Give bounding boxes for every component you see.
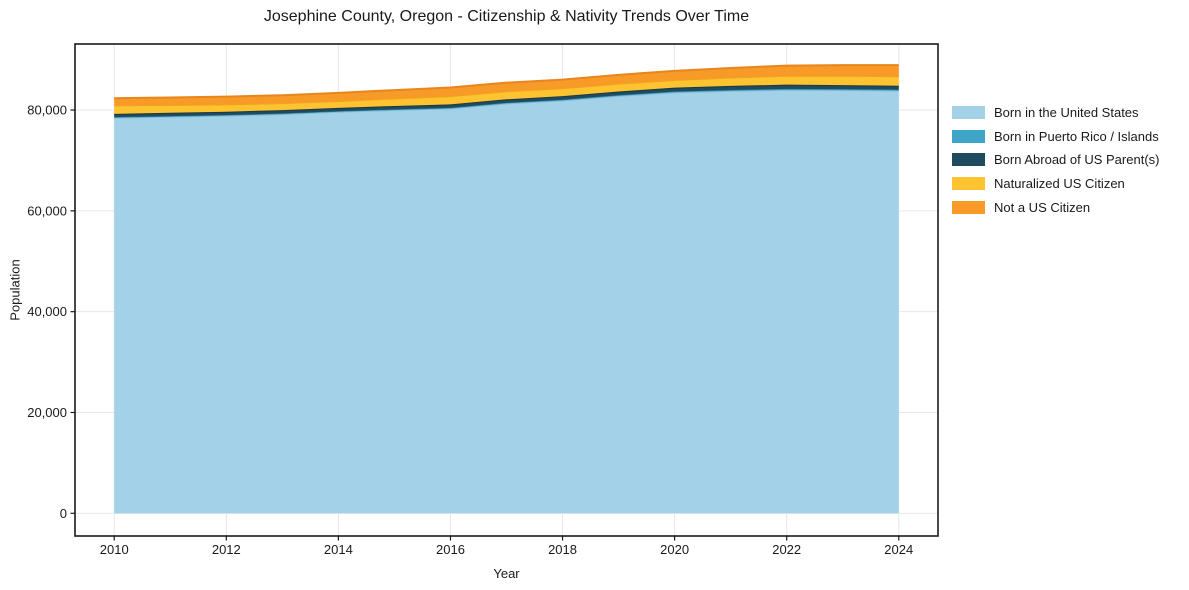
area-not-a-us-citizen (114, 65, 899, 106)
chart-title: Josephine County, Oregon - Citizenship &… (263, 8, 750, 25)
legend-item: Not a US Citizen (952, 195, 1159, 219)
legend-label: Born Abroad of US Parent(s) (994, 152, 1160, 168)
legend-swatch (952, 106, 985, 120)
area-edge-line (114, 64, 899, 100)
legend-label: Born in the United States (994, 105, 1139, 121)
y-tick-label: 80,000 (27, 103, 67, 118)
legend-item: Naturalized US Citizen (952, 172, 1159, 196)
y-tick-label: 40,000 (27, 304, 67, 319)
legend: Born in the United States Born in Puerto … (952, 101, 1159, 219)
legend-swatch (952, 153, 985, 167)
y-tick-label: 20,000 (27, 405, 67, 420)
x-tick-label: 2010 (100, 542, 129, 557)
area-naturalized-us-citizen (114, 75, 899, 114)
y-tick-label: 60,000 (27, 203, 67, 218)
x-tick-label: 2020 (660, 542, 689, 557)
legend-item: Born Abroad of US Parent(s) (952, 148, 1159, 172)
x-tick-label: 2012 (212, 542, 241, 557)
x-tick-label: 2014 (324, 542, 353, 557)
legend-item: Born in the United States (952, 101, 1159, 125)
x-tick-label: 2016 (436, 542, 465, 557)
x-axis-label: Year (493, 566, 520, 581)
legend-item: Born in Puerto Rico / Islands (952, 125, 1159, 149)
legend-label: Naturalized US Citizen (994, 176, 1125, 192)
x-tick-label: 2018 (548, 542, 577, 557)
x-tick-label: 2022 (772, 542, 801, 557)
legend-label: Born in Puerto Rico / Islands (994, 128, 1159, 144)
x-tick-label: 2024 (884, 542, 913, 557)
y-tick-label: 0 (60, 506, 67, 521)
legend-swatch (952, 129, 985, 143)
plot-frame (74, 43, 939, 537)
legend-swatch (952, 177, 985, 191)
legend-label: Not a US Citizen (994, 199, 1091, 215)
area-born-in-the-united-states (114, 89, 899, 514)
legend-swatch (952, 200, 985, 214)
